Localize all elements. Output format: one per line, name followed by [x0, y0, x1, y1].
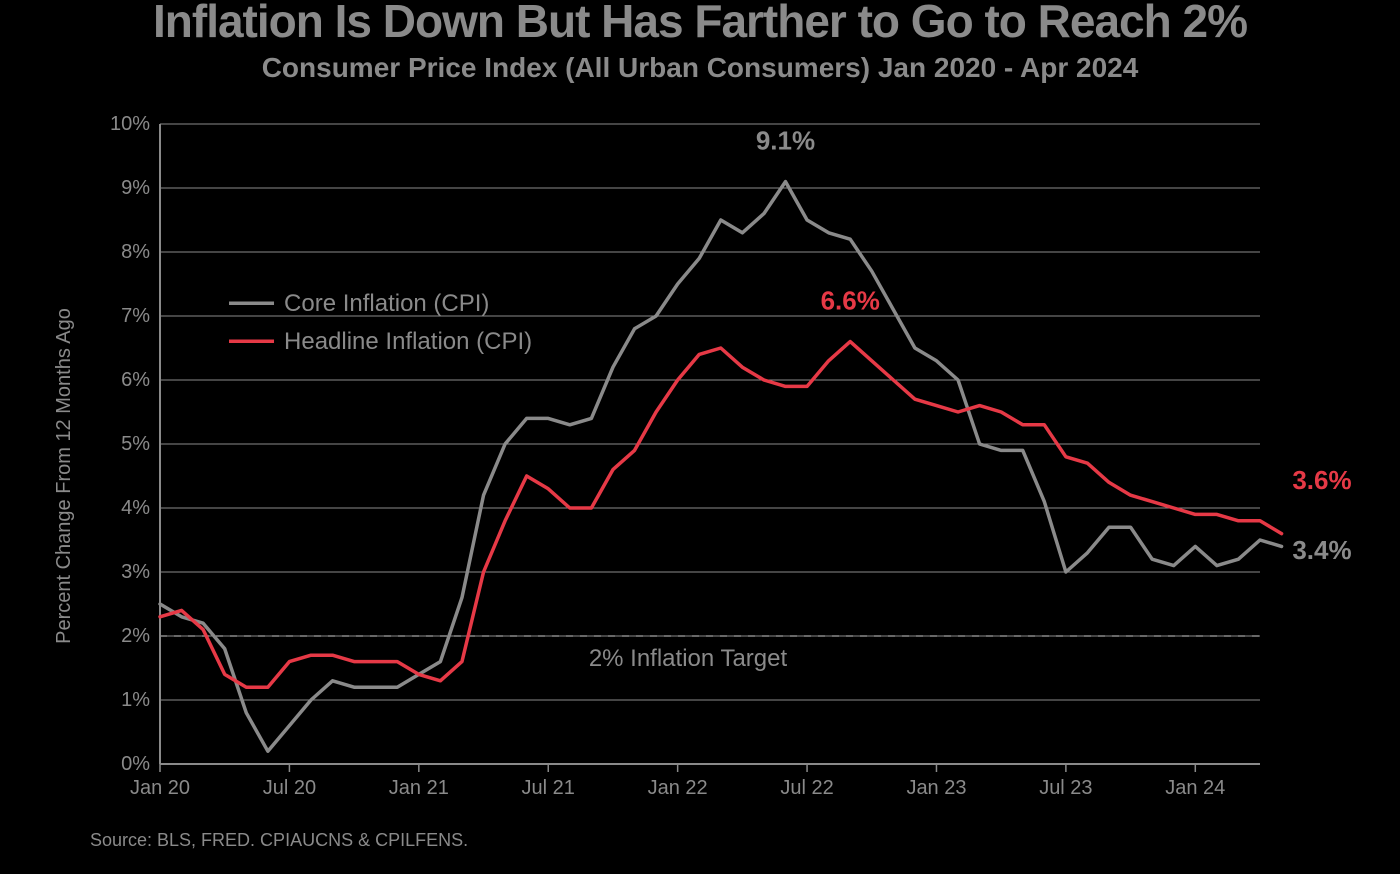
annotation: 3.6% [1292, 465, 1351, 495]
x-tick-label: Jan 23 [906, 777, 966, 799]
x-tick-label: Jul 20 [263, 777, 316, 799]
legend-label: Headline Inflation (CPI) [284, 328, 532, 355]
y-tick-label: 8% [121, 241, 150, 263]
y-tick-label: 5% [121, 433, 150, 455]
y-tick-label: 6% [121, 369, 150, 391]
target-label: 2% Inflation Target [589, 645, 788, 672]
x-tick-label: Jan 21 [389, 777, 449, 799]
annotation: 3.4% [1292, 535, 1351, 565]
annotation: 6.6% [821, 286, 880, 316]
line-chart: 0% 1% 2% 3% 4% 5% 6% 7% 8% 9% 10% Jan 20 Jul 20 Jan 2… [0, 84, 1400, 824]
y-tick-label: 4% [121, 497, 150, 519]
y-tick-label: 1% [121, 689, 150, 711]
x-tick-label: Jul 22 [780, 777, 833, 799]
x-tick-label: Jan 22 [648, 777, 708, 799]
y-tick-label: 9% [121, 177, 150, 199]
chart-title: Inflation Is Down But Has Farther to Go … [0, 0, 1400, 48]
y-tick-label: 2% [121, 625, 150, 647]
legend-label: Core Inflation (CPI) [284, 290, 489, 317]
x-tick-label: Jul 23 [1039, 777, 1092, 799]
x-tick-label: Jan 20 [130, 777, 190, 799]
y-tick-label: 10% [110, 113, 150, 135]
y-tick-label: 3% [121, 561, 150, 583]
y-axis-label: Percent Change From 12 Months Ago [53, 308, 75, 644]
source-text: Source: BLS, FRED. CPIAUCNS & CPILFENS. [90, 830, 1400, 851]
chart-subtitle: Consumer Price Index (All Urban Consumer… [0, 52, 1400, 84]
annotation: 9.1% [756, 126, 815, 156]
x-tick-label: Jan 24 [1165, 777, 1225, 799]
x-tick-label: Jul 21 [522, 777, 575, 799]
y-tick-label: 7% [121, 305, 150, 327]
y-tick-label: 0% [121, 753, 150, 775]
